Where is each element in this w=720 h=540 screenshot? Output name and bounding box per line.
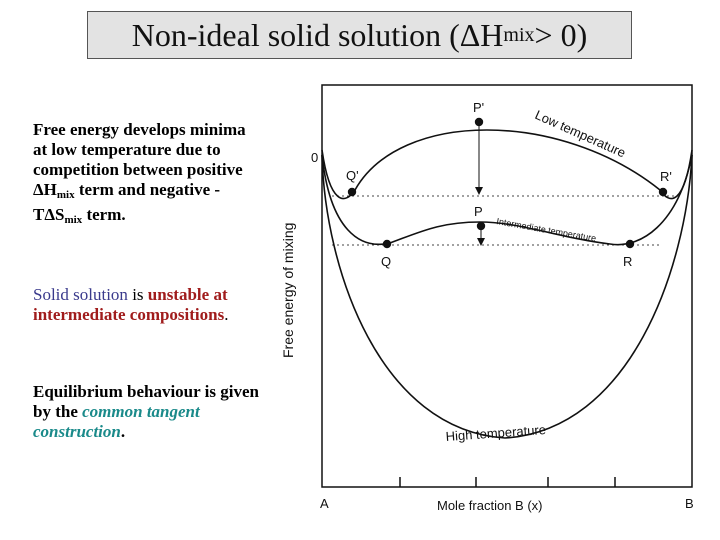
para1-line1: Free energy develops minima at low tempe… [33,120,246,199]
label-r: R [623,254,632,269]
title-sub: mix [503,23,535,46]
label-a: A [320,496,329,511]
point-p-marker [476,221,486,231]
explanation-equilibrium: Equilibrium behaviour is given by the co… [33,382,263,442]
y-axis-label: Free energy of mixing [280,223,296,358]
point-r-prime-marker [658,187,668,197]
point-q-marker [382,239,392,249]
para3-w2: common tangent construction [33,402,200,441]
label-high-temperature: High temperature [445,422,546,444]
plot-frame [321,84,693,488]
label-p: P [474,204,483,219]
explanation-free-energy: Free energy develops minima at low tempe… [33,120,263,230]
label-intermediate-temperature: Intermediate temperature [496,216,597,243]
slide-title: Non-ideal solid solution (ΔH mix > 0) [87,11,632,59]
curve-intermediate-temperature [321,154,693,246]
label-r-prime: R' [660,169,672,184]
title-tail: > 0) [534,16,588,53]
label-b: B [685,496,694,511]
point-r-marker [625,239,635,249]
para2-w1: Solid solution [33,285,128,304]
label-q: Q [381,254,391,269]
zero-label: 0 [311,150,318,165]
curve-low-temperature [321,129,693,200]
para1-sub2: mix [64,214,83,226]
para1-sub1: mix [56,189,75,201]
para3-w1: Equilibrium behaviour is given by the [33,382,259,421]
label-p-prime: P' [473,100,484,115]
x-axis-label: Mole fraction B (x) [437,498,542,513]
para2-w3: unstable at intermediate compositions [33,285,228,324]
para3-w3: . [120,422,126,441]
point-p-prime-marker [474,117,484,127]
label-low-temperature: Low temperature [533,107,628,160]
title-main: Non-ideal solid solution (ΔH [131,16,504,53]
point-q-prime-marker [347,187,357,197]
para2-w2: is [127,285,148,304]
free-energy-diagram: Free energy of mixing 0 A B Mole fractio… [280,84,694,513]
explanation-unstable: Solid solution is unstable at intermedia… [33,285,263,325]
label-q-prime: Q' [346,168,359,183]
para1-mid: term and negative -TΔS [33,180,221,224]
para1-end: term. [82,205,126,224]
curve-high-temperature [321,154,693,439]
para2-w4: . [224,305,229,324]
